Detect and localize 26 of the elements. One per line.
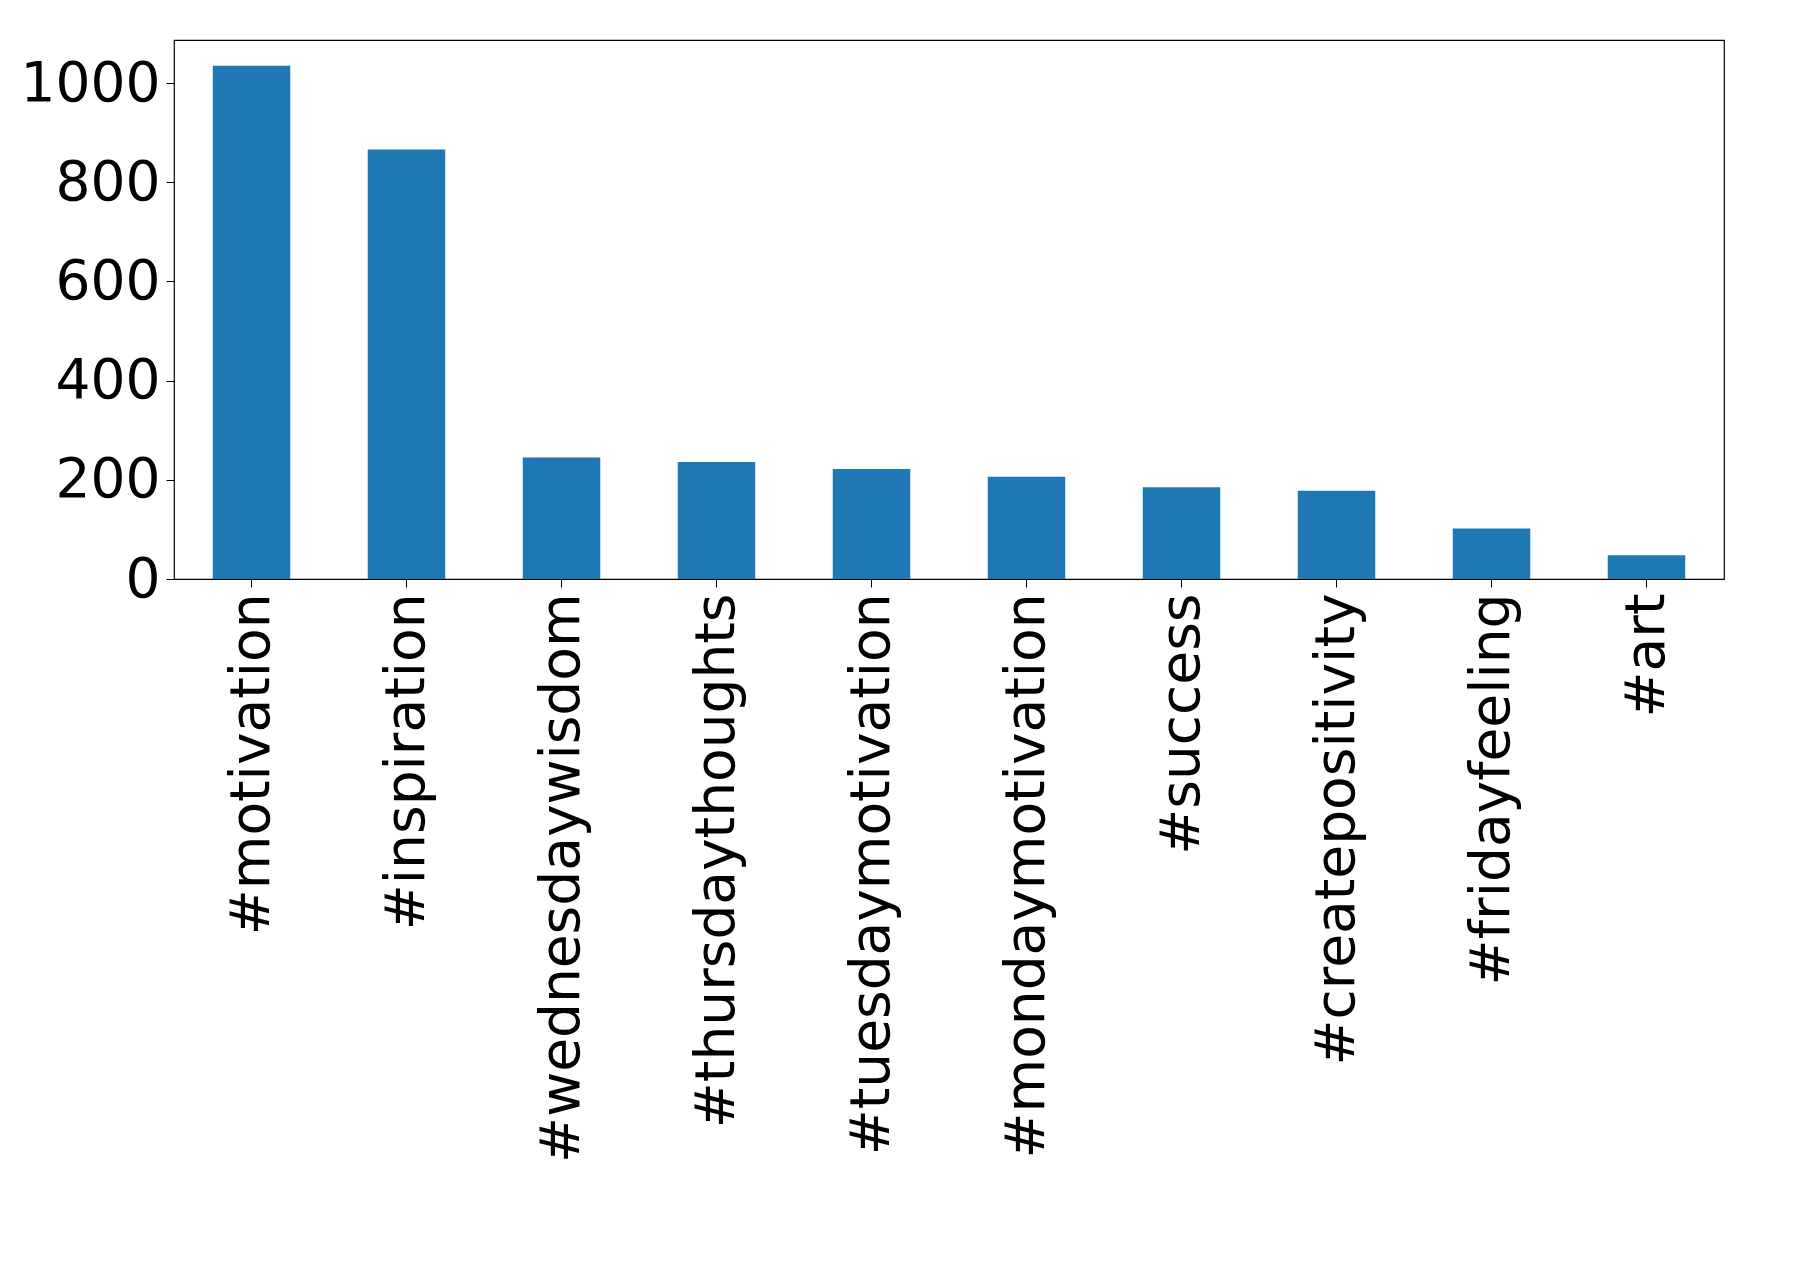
x-tick-label: #motivation <box>217 593 282 936</box>
y-tick-label: 1000 <box>20 49 161 114</box>
bar <box>1452 528 1531 579</box>
y-tick-label: 200 <box>55 446 161 511</box>
x-tick-label: #mondaymotivation <box>992 593 1057 1159</box>
bar <box>832 468 911 579</box>
x-tick-label: #thursdaythoughts <box>682 593 747 1129</box>
y-tick-label: 0 <box>125 545 161 610</box>
x-tick-label: #success <box>1147 593 1212 855</box>
y-tick-label: 600 <box>55 247 161 312</box>
x-tick-label: #fridayfeeling <box>1457 593 1522 986</box>
x-tick-label: #art <box>1612 593 1677 718</box>
bar <box>1607 555 1686 579</box>
bar <box>677 461 756 579</box>
bar <box>987 476 1066 579</box>
y-tick-label: 800 <box>55 148 161 213</box>
bar <box>1142 487 1221 579</box>
x-tick-label: #inspiration <box>372 593 437 931</box>
bar <box>1297 490 1376 579</box>
y-tick-label: 400 <box>55 347 161 412</box>
bar <box>522 457 601 579</box>
bar <box>367 149 446 579</box>
bar <box>212 65 291 579</box>
x-tick-label: #wednesdaywisdom <box>527 593 592 1163</box>
x-tick-label: #createpositivity <box>1302 593 1367 1066</box>
x-tick-label: #tuesdaymotivation <box>837 593 902 1156</box>
